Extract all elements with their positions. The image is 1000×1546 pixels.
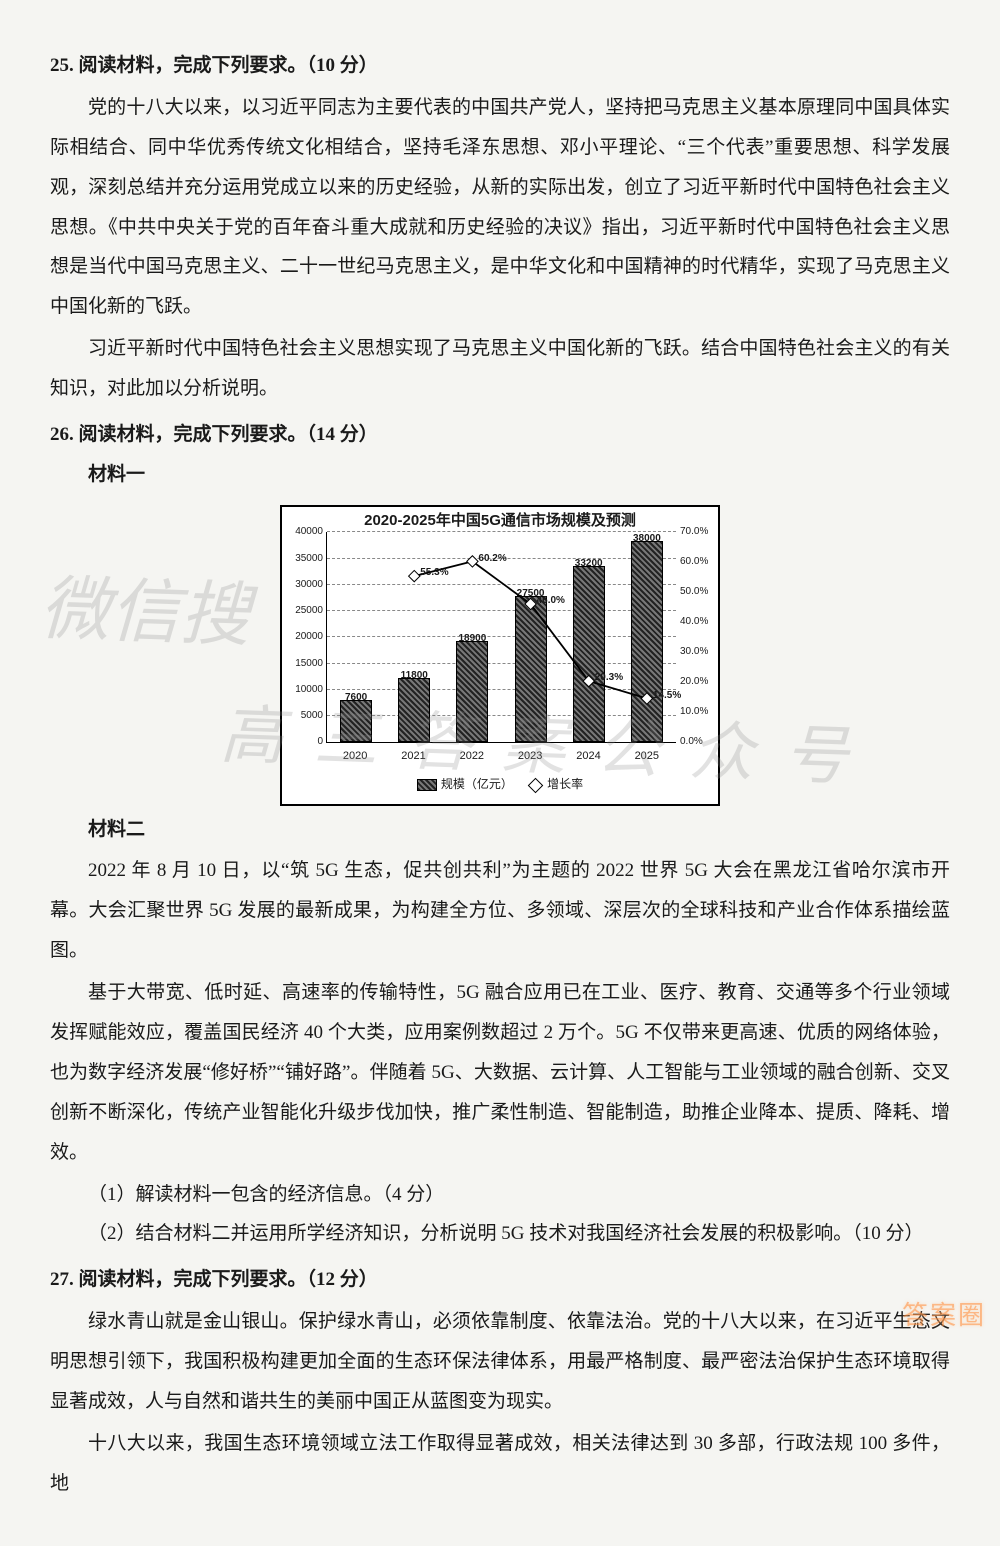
watermark-wechat: 微信搜 (37, 536, 252, 690)
legend-bar-swatch (417, 779, 437, 791)
chart-growth-label: 20.3% (595, 667, 623, 688)
chart-y-left-axis: 0500010000150002000025000300003500040000 (287, 532, 323, 742)
chart-x-label: 2025 (635, 745, 659, 768)
watermark-footer: 答案圈 (902, 1289, 986, 1344)
chart-plot-area: 0500010000150002000025000300003500040000… (326, 532, 676, 743)
chart-x-label: 2023 (518, 745, 542, 768)
q27-paragraph-1: 绿水青山就是金山银山。保护绿水青山，必须依靠制度、依靠法治。党的十八大以来，在习… (50, 1302, 950, 1422)
chart-container: 2020-2025年中国5G通信市场规模及预测 0500010000150002… (280, 505, 720, 806)
chart-x-label: 2022 (460, 745, 484, 768)
legend-line-label: 增长率 (547, 777, 583, 791)
chart-growth-label: 14.5% (653, 685, 681, 706)
chart-bar: 33200 (573, 566, 605, 742)
chart-legend: 规模（亿元） 增长率 (288, 772, 712, 797)
q26-subquestion-2: （2）结合材料二并运用所学经济知识，分析说明 5G 技术对我国经济社会发展的积极… (50, 1214, 950, 1254)
legend-bar-label: 规模（亿元） (441, 777, 513, 791)
chart-bar: 27500 (515, 596, 547, 742)
q26-m2-paragraph-1: 2022 年 8 月 10 日，以“筑 5G 生态，促共创共利”为主题的 202… (50, 851, 950, 971)
chart-growth-label: 60.2% (478, 548, 506, 569)
q26-material1-label: 材料一 (50, 455, 950, 495)
q25-paragraph-1: 党的十八大以来，以习近平同志为主要代表的中国共产党人，坚持把马克思主义基本原理同… (50, 88, 950, 327)
chart-growth-label: 55.3% (420, 562, 448, 583)
chart-x-label: 2024 (576, 745, 600, 768)
q25-header: 25. 阅读材料，完成下列要求。（10 分） (50, 46, 950, 86)
chart-x-axis: 2020 2021 2022 2023 2024 2025 (326, 745, 676, 768)
q26-header: 26. 阅读材料，完成下列要求。（14 分） (50, 415, 950, 455)
chart-bar: 7600 (340, 700, 372, 742)
q26-material2-label: 材料二 (50, 810, 950, 850)
chart-y-right-axis: 0.0%10.0%20.0%30.0%40.0%50.0%60.0%70.0% (680, 532, 716, 742)
q26-m2-paragraph-2: 基于大带宽、低时延、高速率的传输特性，5G 融合应用已在工业、医疗、教育、交通等… (50, 973, 950, 1172)
chart-bar: 38000 (631, 541, 663, 743)
q25-paragraph-2: 习近平新时代中国特色社会主义思想实现了马克思主义中国化新的飞跃。结合中国特色社会… (50, 329, 950, 409)
chart-x-label: 2021 (401, 745, 425, 768)
chart-bar: 11800 (398, 678, 430, 742)
chart-x-label: 2020 (343, 745, 367, 768)
q27-paragraph-2: 十八大以来，我国生态环境领域立法工作取得显著成效，相关法律达到 30 多部，行政… (50, 1424, 950, 1504)
legend-line-marker (528, 777, 544, 793)
chart-bar: 18900 (456, 641, 488, 742)
q27-header: 27. 阅读材料，完成下列要求。（12 分） (50, 1260, 950, 1300)
q26-subquestion-1: （1）解读材料一包含的经济信息。（4 分） (50, 1175, 950, 1215)
chart-growth-label: 46.0% (537, 590, 565, 611)
